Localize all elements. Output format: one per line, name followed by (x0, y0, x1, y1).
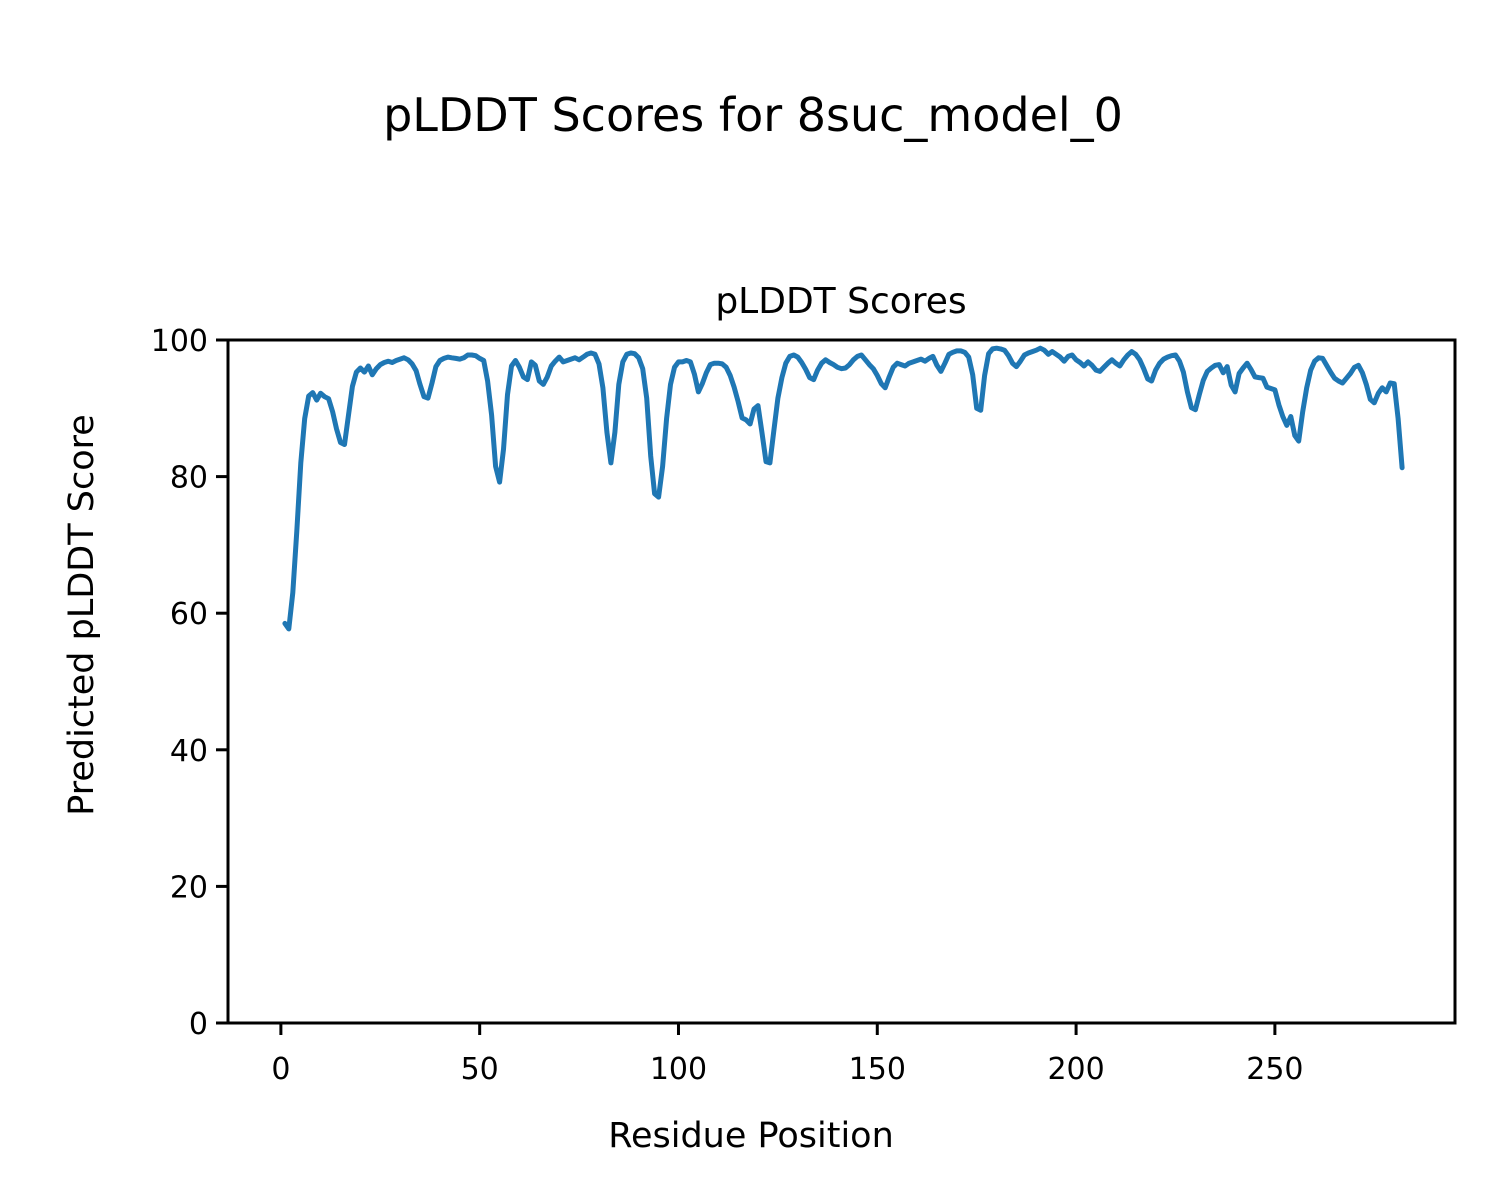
x-tick-label: 100 (650, 1052, 707, 1087)
x-tick-label: 150 (849, 1052, 906, 1087)
y-tick-label: 40 (170, 734, 208, 769)
x-tick-label: 0 (271, 1052, 290, 1087)
x-axis-label: Residue Position (608, 1116, 894, 1156)
y-tick-label: 80 (170, 461, 208, 496)
y-tick-label: 60 (170, 597, 208, 632)
y-tick-label: 20 (170, 870, 208, 905)
x-tick-label: 50 (461, 1052, 499, 1087)
y-axis-label: Predicted pLDDT Score (62, 414, 102, 816)
axes-spines (226, 338, 1457, 1025)
axes-title: pLDDT Scores (715, 281, 967, 322)
figure-title: pLDDT Scores for 8suc_model_0 (383, 88, 1123, 142)
x-tick-label: 200 (1047, 1052, 1104, 1087)
plddt-line (282, 345, 1405, 632)
x-tick-label: 250 (1246, 1052, 1303, 1087)
y-tick-label: 100 (151, 324, 208, 359)
y-tick-label: 0 (189, 1007, 208, 1042)
